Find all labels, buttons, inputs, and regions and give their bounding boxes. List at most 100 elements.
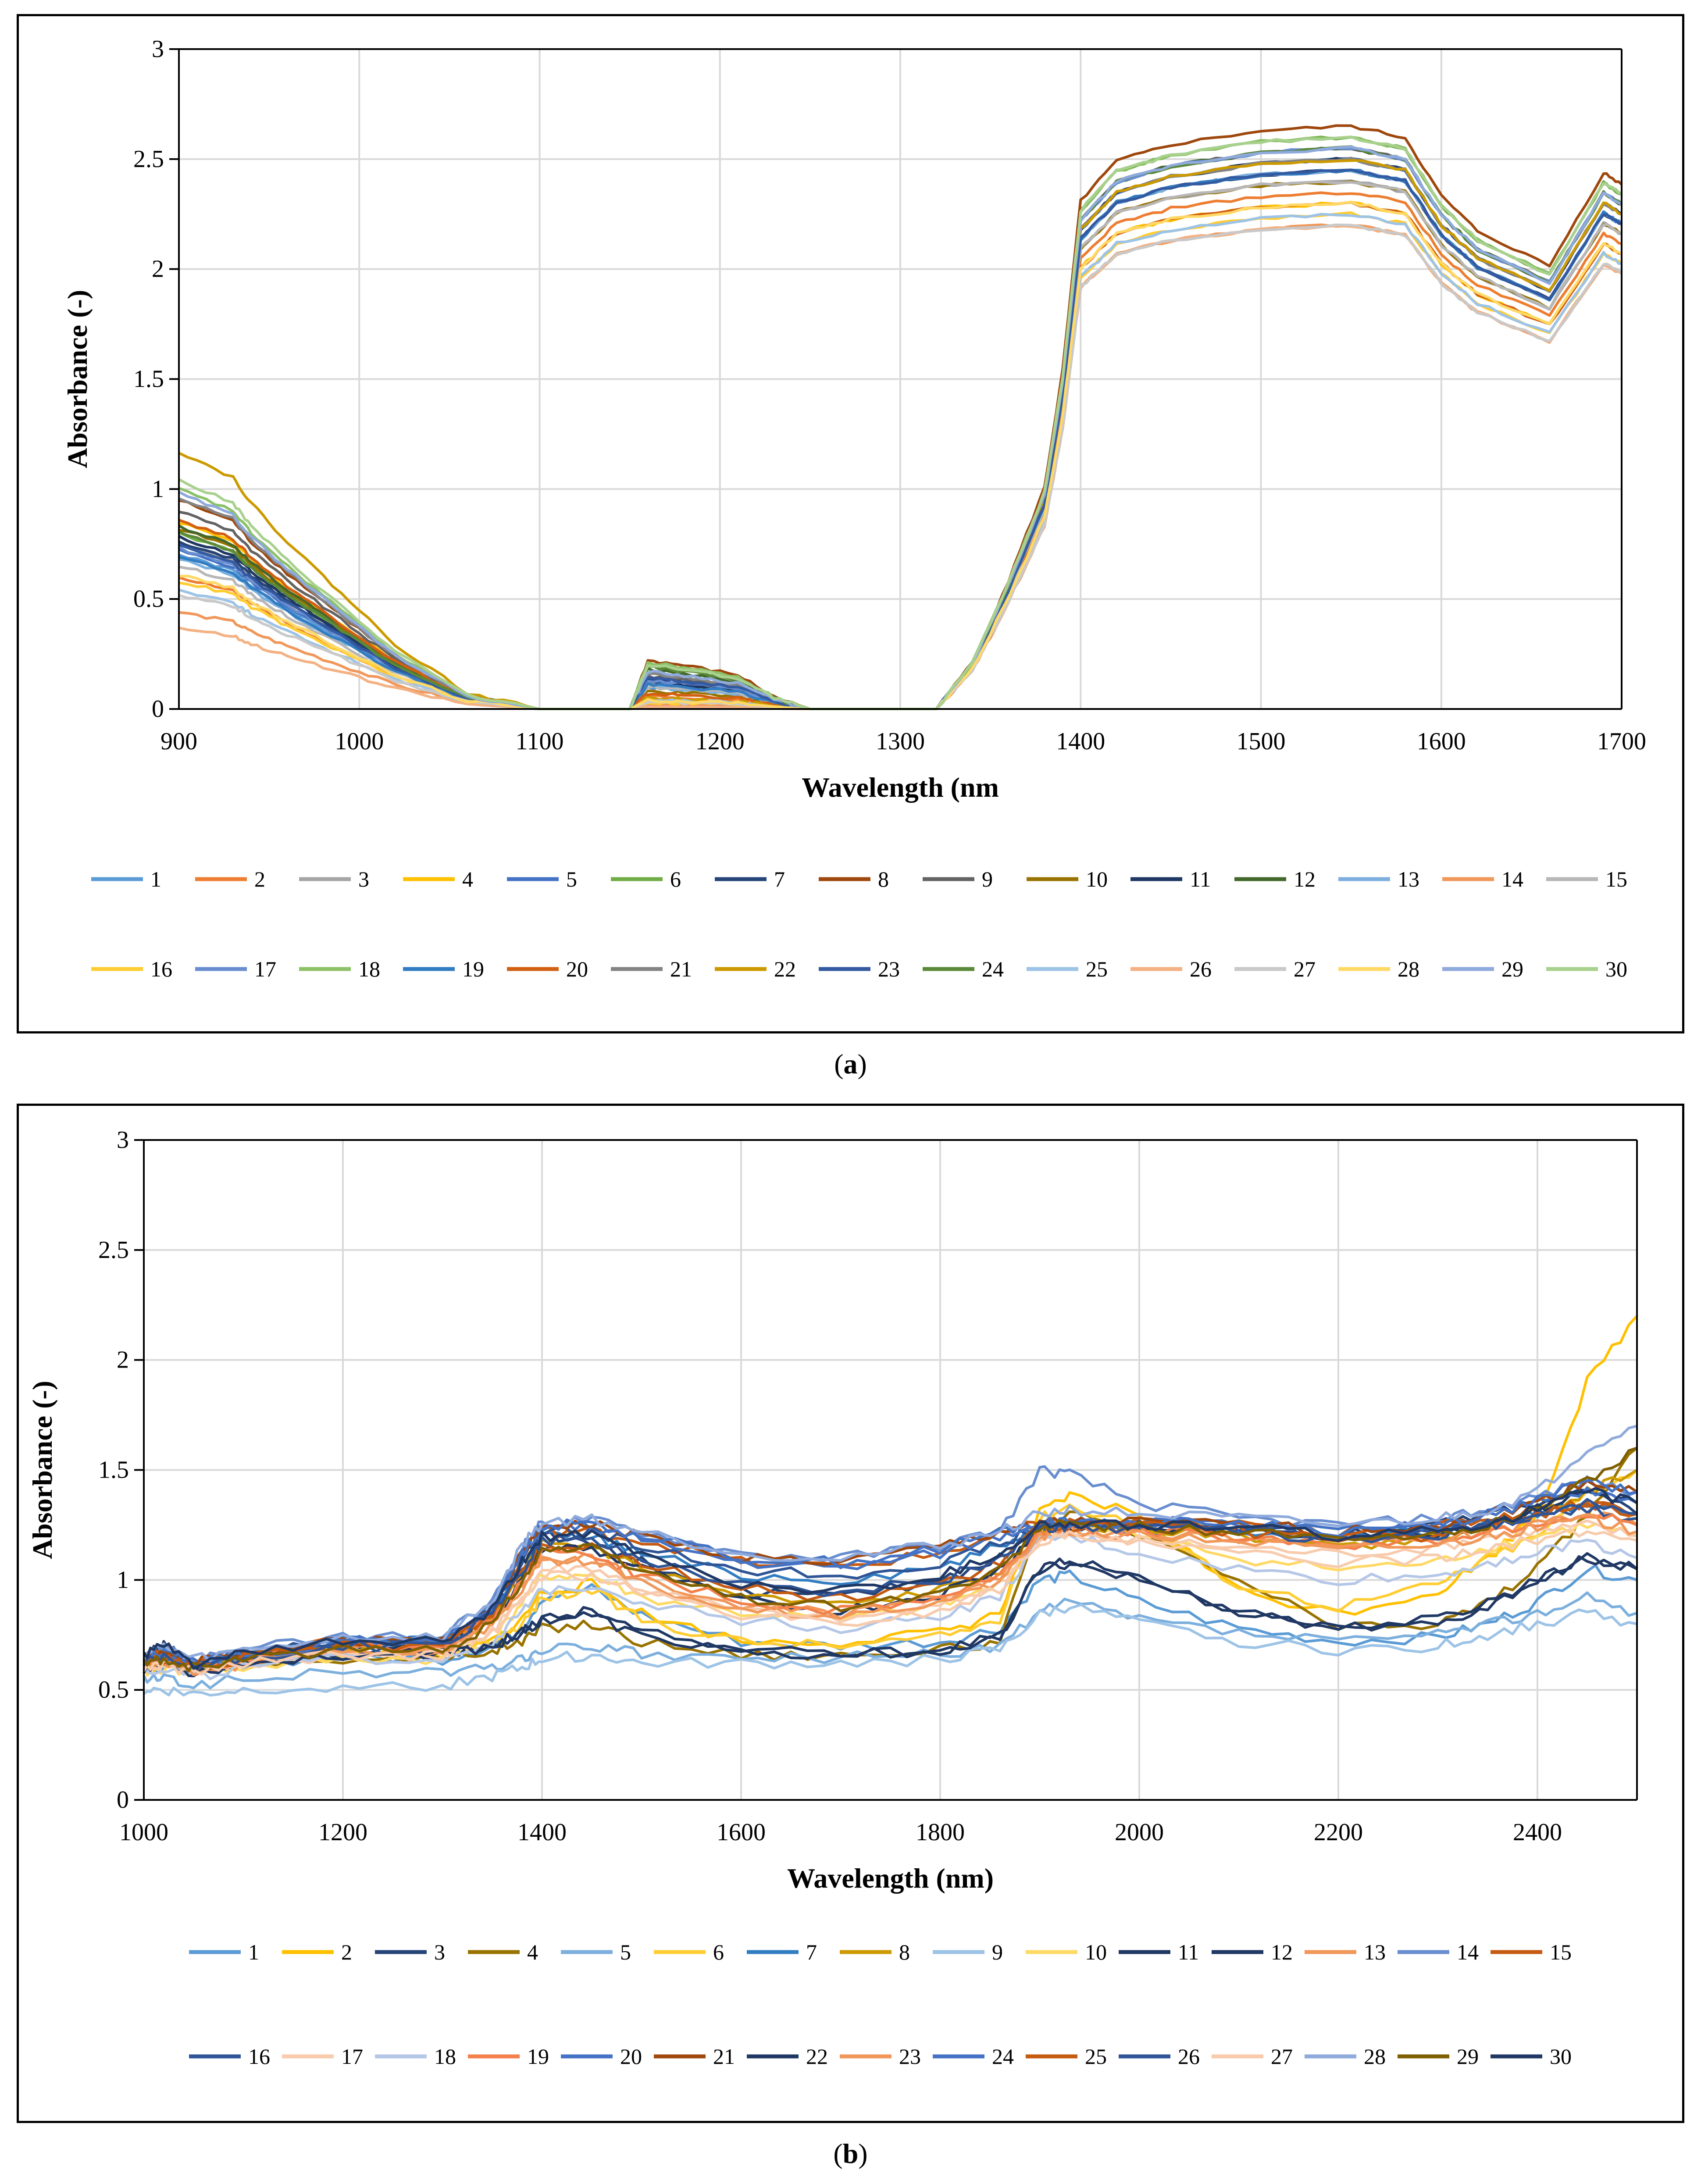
- legend-label-21: 21: [713, 2044, 735, 2069]
- x-tick-label: 1300: [876, 728, 925, 755]
- y-tick-label: 0.5: [98, 1676, 129, 1703]
- legend-label-25: 25: [1086, 957, 1108, 981]
- y-tick-label: 0.5: [133, 585, 164, 613]
- legend-label-19: 19: [527, 2044, 549, 2069]
- y-tick-label: 2: [117, 1347, 129, 1374]
- series-line-30: [178, 135, 1623, 710]
- legend-label-3: 3: [358, 867, 369, 891]
- y-tick-label: 2.5: [133, 146, 164, 173]
- legend-label-15: 15: [1605, 867, 1627, 891]
- legend-label-9: 9: [992, 1940, 1003, 1964]
- legend-label-6: 6: [670, 867, 681, 891]
- legend-label-26: 26: [1190, 957, 1212, 981]
- legend-label-22: 22: [806, 2044, 828, 2069]
- legend-label-12: 12: [1294, 867, 1316, 891]
- chart-panel-b: 0 0.5 1 1.5 2 2.5 3 1000 1200 1400 1600 1800 2000 220…: [17, 1104, 1684, 2123]
- y-tick-label: 1: [117, 1566, 129, 1593]
- legend-label-8: 8: [878, 867, 889, 891]
- x-tick-label: 1800: [916, 1819, 965, 1846]
- x-tick-label: 1500: [1237, 728, 1286, 755]
- legend-label-1: 1: [150, 867, 161, 891]
- y-tick-label: 1.5: [98, 1457, 129, 1484]
- y-tick-label: 1.5: [133, 366, 164, 393]
- legend-label-27: 27: [1271, 2044, 1293, 2069]
- legend-label-26: 26: [1178, 2044, 1200, 2069]
- series-line-18: [143, 1531, 1638, 1681]
- legend-label-28: 28: [1398, 957, 1419, 981]
- legend-label-16: 16: [248, 2044, 270, 2069]
- x-tick-label: 1000: [335, 728, 384, 755]
- x-tick-label: 2200: [1314, 1819, 1363, 1846]
- legend-label-24: 24: [982, 957, 1004, 981]
- legend-label-16: 16: [150, 957, 172, 981]
- legend-label-30: 30: [1550, 2044, 1572, 2069]
- y-tick-label: 2: [152, 256, 164, 283]
- x-axis-title: Wavelength (nm): [787, 1863, 994, 1894]
- y-tick-label: 2.5: [98, 1236, 129, 1264]
- y-tick-label: 3: [117, 1126, 129, 1154]
- series-line-23: [143, 1513, 1637, 1676]
- legend-label-12: 12: [1271, 1940, 1293, 1964]
- x-tick-label: 1400: [517, 1819, 567, 1846]
- chart-panel-a: 0 0.5 1 1.5 2 2.5 3 900 1000 1100 1200 1300 1400 1500…: [17, 14, 1684, 1033]
- series-line-27: [178, 223, 1623, 710]
- x-tick-label: 900: [160, 728, 197, 755]
- x-tick-label: 1600: [717, 1819, 766, 1846]
- legend-label-28: 28: [1364, 2044, 1386, 2069]
- legend-label-27: 27: [1294, 957, 1316, 981]
- legend-label-18: 18: [434, 2044, 456, 2069]
- legend-label-23: 23: [899, 2044, 921, 2069]
- x-tick-label: 1100: [516, 728, 564, 755]
- legend-label-7: 7: [774, 867, 785, 891]
- legend-label-6: 6: [713, 1940, 724, 1964]
- legend-label-17: 17: [254, 957, 276, 981]
- legend-label-18: 18: [358, 957, 380, 981]
- legend-label-25: 25: [1085, 2044, 1107, 2069]
- legend-label-3: 3: [434, 1940, 445, 1964]
- legend-label-29: 29: [1501, 957, 1523, 981]
- legend-label-8: 8: [899, 1940, 910, 1964]
- legend-label-21: 21: [670, 957, 692, 981]
- x-tick-label: 1000: [119, 1819, 168, 1846]
- gridlines: [143, 1139, 1637, 1801]
- legend-label-20: 20: [566, 957, 588, 981]
- series-line-28: [143, 1425, 1637, 1662]
- series-line-22: [143, 1555, 1638, 1678]
- y-tick-label: 0: [152, 695, 164, 723]
- legend-label-19: 19: [462, 957, 484, 981]
- legend-label-4: 4: [462, 867, 473, 891]
- series-line-25: [143, 1501, 1637, 1670]
- caption-a: (a): [834, 1048, 867, 1080]
- x-tick-label: 1200: [695, 728, 745, 755]
- legend-label-11: 11: [1178, 1940, 1199, 1964]
- x-tick-label: 1400: [1056, 728, 1105, 755]
- legend-label-22: 22: [774, 957, 796, 981]
- legend-label-4: 4: [527, 1940, 538, 1964]
- legend-label-24: 24: [992, 2044, 1014, 2069]
- x-tick-label: 1600: [1417, 728, 1466, 755]
- series-line-26: [143, 1498, 1637, 1670]
- series-line-9: [143, 1603, 1637, 1697]
- series-line-30: [143, 1487, 1638, 1670]
- legend-label-7: 7: [806, 1940, 817, 1964]
- legend-label-14: 14: [1501, 867, 1523, 891]
- y-tick-label: 1: [152, 475, 164, 502]
- x-tick-label: 2000: [1115, 1819, 1164, 1846]
- legend-label-13: 13: [1364, 1940, 1386, 1964]
- legend-label-30: 30: [1605, 957, 1627, 981]
- legend-label-23: 23: [878, 957, 900, 981]
- x-axis-title: Wavelength (nm: [802, 772, 999, 803]
- legend-label-15: 15: [1550, 1940, 1572, 1964]
- legend-label-5: 5: [620, 1940, 631, 1964]
- legend-label-1: 1: [248, 1940, 259, 1964]
- legend-label-29: 29: [1457, 2044, 1479, 2069]
- caption-b: (b): [833, 2138, 868, 2169]
- legend-label-10: 10: [1086, 867, 1108, 891]
- legend-label-11: 11: [1190, 867, 1211, 891]
- series-line-27: [143, 1528, 1637, 1676]
- x-tick-label: 1200: [318, 1819, 367, 1846]
- legend-label-10: 10: [1085, 1940, 1107, 1964]
